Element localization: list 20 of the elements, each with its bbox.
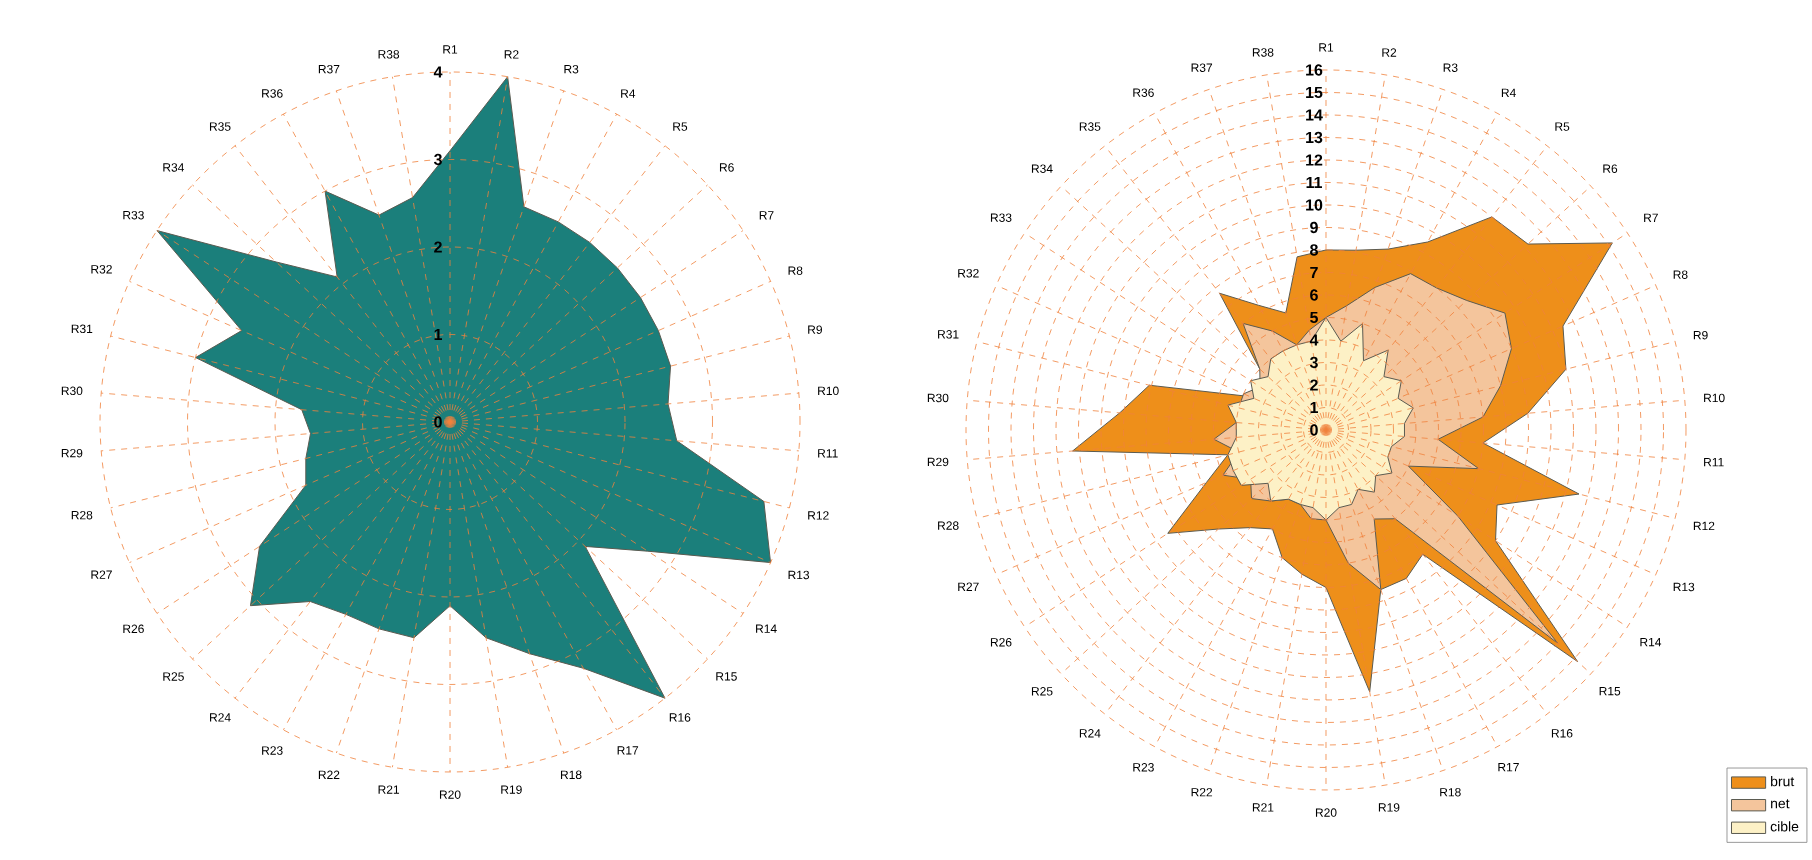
- y-tick-label: 14: [1306, 109, 1323, 121]
- y-tick-label: 7: [1310, 266, 1318, 278]
- y-tick-label: 5: [1310, 311, 1318, 324]
- y-tick-label: 3: [433, 153, 442, 166]
- y-tick-label: 12: [1306, 154, 1323, 166]
- y-tick-label: 1: [1310, 401, 1318, 413]
- y-tick-label: 15: [1306, 86, 1323, 99]
- y-tick-label: 9: [1310, 221, 1318, 234]
- y-tick-label: 6: [1310, 289, 1318, 301]
- y-tick-label: 0: [434, 416, 442, 428]
- y-tick-label: 3: [1309, 356, 1318, 369]
- y-tick-label: 11: [1306, 176, 1322, 188]
- y-tick-label: 2: [1310, 379, 1318, 391]
- y-tick-label: 13: [1306, 131, 1323, 144]
- y-tick-label: 10: [1306, 199, 1323, 211]
- y-tick-label: 2: [434, 241, 442, 253]
- y-tick-label: 16: [1306, 64, 1323, 76]
- y-tick-label: 0: [1310, 424, 1318, 436]
- y-tick-label: 4: [433, 66, 443, 78]
- y-tick-label: 4: [1309, 334, 1319, 346]
